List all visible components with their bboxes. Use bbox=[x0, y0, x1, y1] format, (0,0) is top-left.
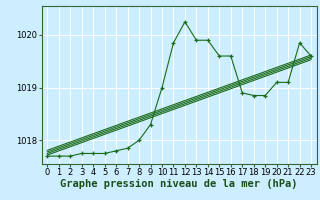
X-axis label: Graphe pression niveau de la mer (hPa): Graphe pression niveau de la mer (hPa) bbox=[60, 179, 298, 189]
